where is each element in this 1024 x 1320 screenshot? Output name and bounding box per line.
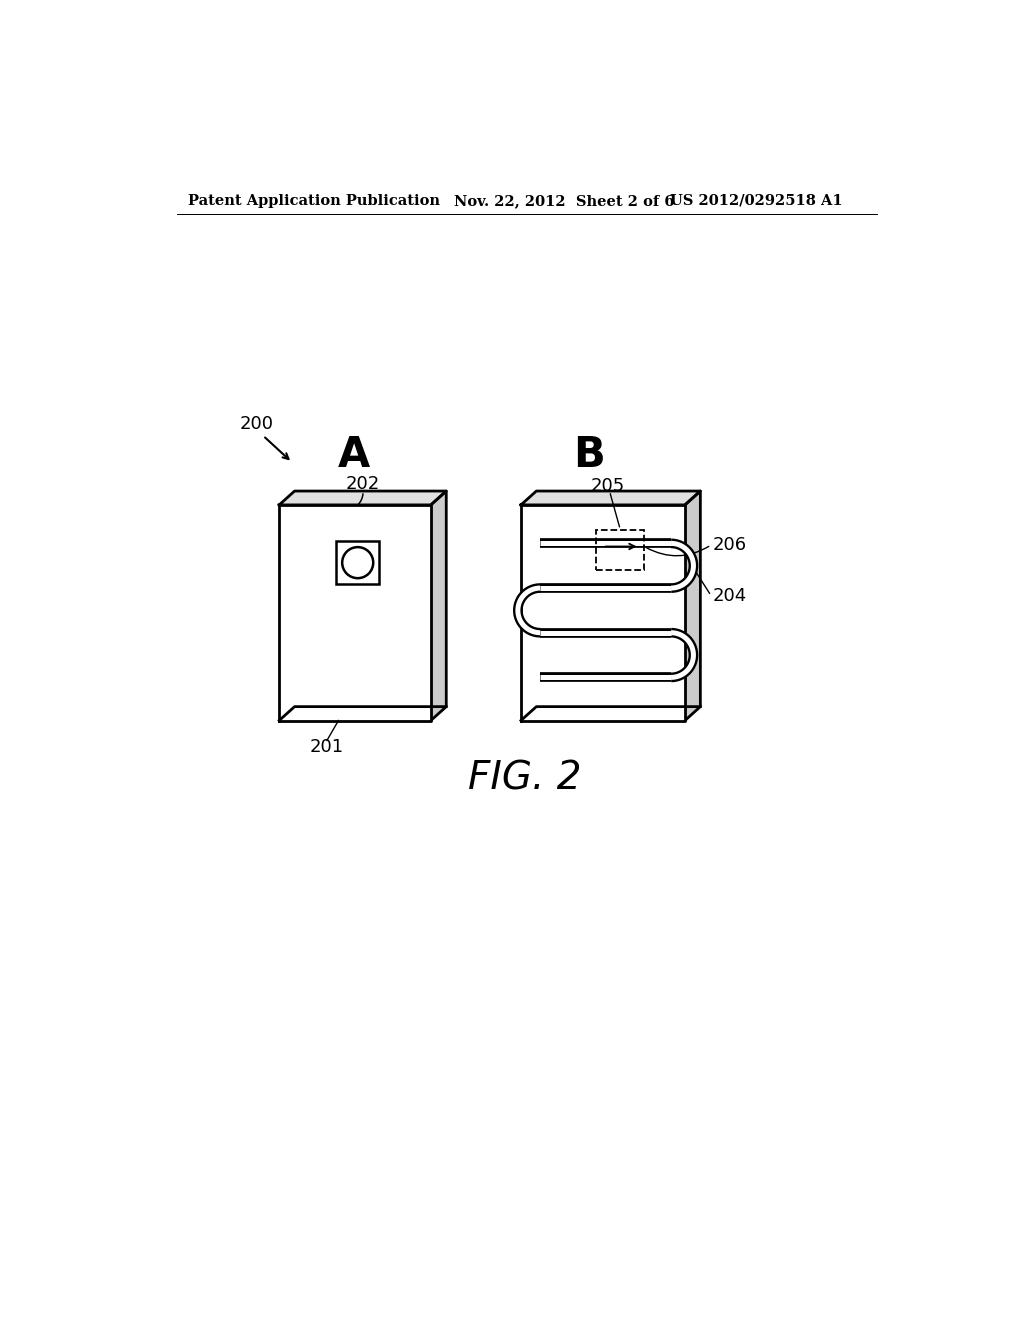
Polygon shape xyxy=(521,506,685,721)
Text: US 2012/0292518 A1: US 2012/0292518 A1 xyxy=(670,194,842,207)
Polygon shape xyxy=(685,491,700,721)
Polygon shape xyxy=(280,491,446,506)
Bar xyxy=(596,529,644,570)
Text: FIG. 2: FIG. 2 xyxy=(468,759,582,797)
Text: 204: 204 xyxy=(713,587,746,605)
Text: A: A xyxy=(338,434,370,475)
Text: 205: 205 xyxy=(591,477,625,495)
Polygon shape xyxy=(521,491,700,506)
Polygon shape xyxy=(280,506,431,721)
Text: B: B xyxy=(572,434,604,475)
Text: Nov. 22, 2012  Sheet 2 of 6: Nov. 22, 2012 Sheet 2 of 6 xyxy=(454,194,675,207)
Polygon shape xyxy=(431,491,446,721)
Text: 201: 201 xyxy=(310,738,344,756)
Bar xyxy=(336,541,379,585)
Text: Patent Application Publication: Patent Application Publication xyxy=(188,194,440,207)
Text: 202: 202 xyxy=(346,475,380,494)
Text: 206: 206 xyxy=(713,536,746,554)
Text: 200: 200 xyxy=(240,414,273,433)
